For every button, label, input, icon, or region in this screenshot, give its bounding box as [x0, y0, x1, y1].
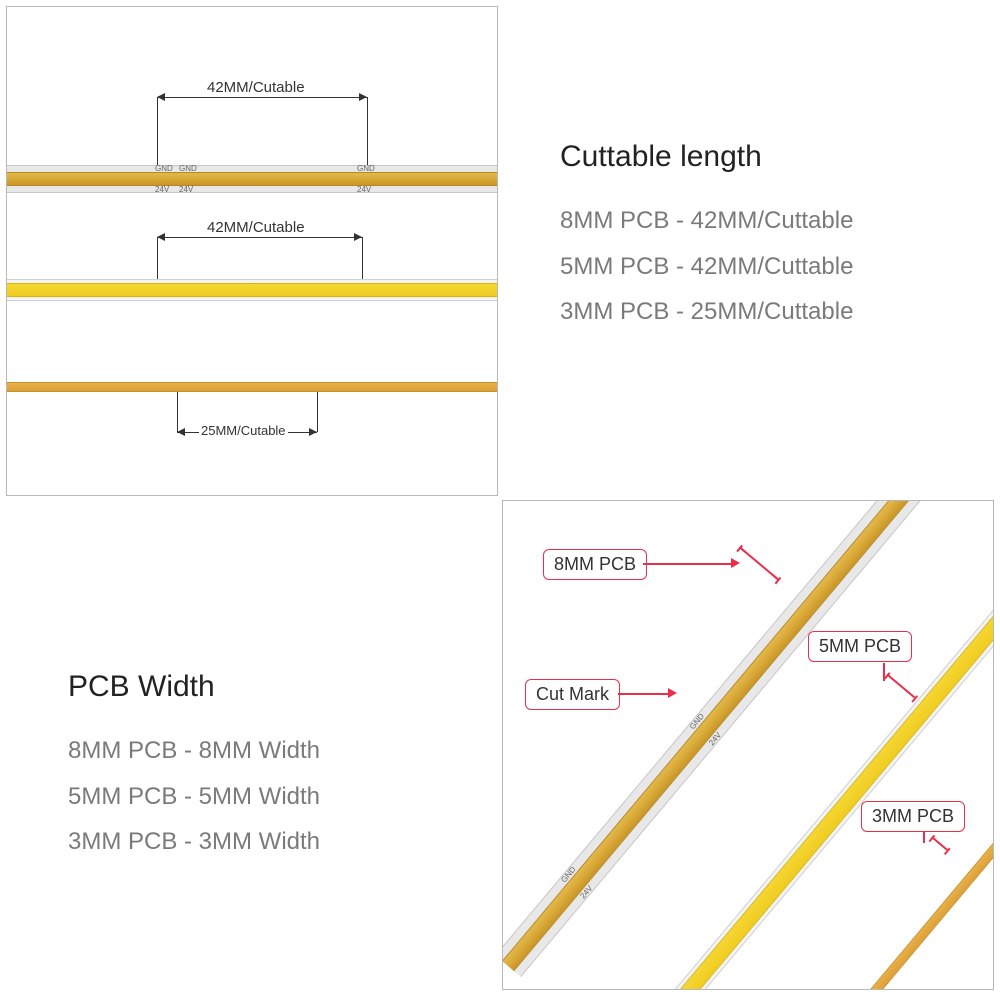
- callout-line: [643, 563, 733, 565]
- spec-line: 5MM PCB - 5MM Width: [68, 774, 320, 820]
- mark-gnd: GND: [357, 164, 375, 173]
- cuttable-length-title: Cuttable length: [560, 140, 853, 174]
- callout-3mm-pcb: 3MM PCB: [861, 801, 965, 832]
- diagonal-strips: GND 24V GND 24V: [503, 501, 993, 989]
- strip-3mm-core: [7, 382, 497, 392]
- mark-24v: 24V: [357, 185, 371, 194]
- pcb-width-block: PCB Width 8MM PCB - 8MM Width 5MM PCB - …: [68, 670, 320, 865]
- panel-cuttable-diagram: GND GND 24V 24V GND 24V 42MM/Cutable 42M…: [6, 6, 498, 496]
- dimension-5mm-label: 42MM/Cutable: [207, 219, 305, 236]
- arrow-icon: [668, 688, 677, 698]
- strip-8mm-core: [7, 172, 497, 186]
- strip-8mm: GND GND 24V 24V GND 24V: [7, 165, 497, 193]
- spec-line: 3MM PCB - 25MM/Cuttable: [560, 289, 853, 335]
- mark-gnd: GND: [179, 164, 197, 173]
- strip-5mm-core: [7, 283, 497, 297]
- spec-line: 5MM PCB - 42MM/Cuttable: [560, 244, 853, 290]
- panel-pcb-width-diagram: GND 24V GND 24V: [502, 500, 994, 990]
- strip-5mm: [7, 279, 497, 301]
- mark-24v: 24V: [155, 185, 169, 194]
- spec-line: 3MM PCB - 3MM Width: [68, 819, 320, 865]
- pcb-width-title: PCB Width: [68, 670, 320, 704]
- callout-8mm-pcb: 8MM PCB: [543, 549, 647, 580]
- callout-cut-mark: Cut Mark: [525, 679, 620, 710]
- callout-5mm-pcb: 5MM PCB: [808, 631, 912, 662]
- dimension-3mm-label: 25MM/Cutable: [199, 423, 288, 438]
- callout-line: [923, 831, 925, 843]
- arrow-icon: [731, 558, 740, 568]
- dimension-8mm-label: 42MM/Cutable: [207, 79, 305, 96]
- mark-gnd: GND: [155, 164, 173, 173]
- callout-line: [883, 663, 885, 681]
- mark-24v: 24V: [179, 185, 193, 194]
- spec-line: 8MM PCB - 42MM/Cuttable: [560, 198, 853, 244]
- spec-line: 8MM PCB - 8MM Width: [68, 728, 320, 774]
- strip-3mm: [7, 382, 497, 392]
- cuttable-length-block: Cuttable length 8MM PCB - 42MM/Cuttable …: [560, 140, 853, 335]
- callout-line: [618, 693, 670, 695]
